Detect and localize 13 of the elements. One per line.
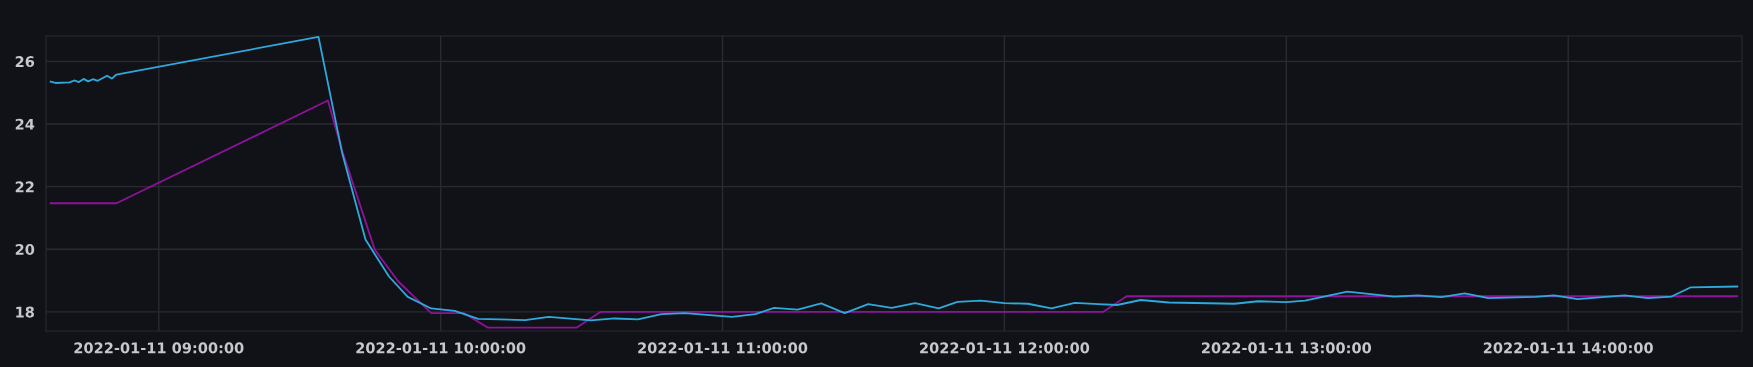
- y-tick-label: 24: [15, 118, 35, 130]
- x-tick-label: 2022-01-11 12:00:00: [920, 342, 1090, 354]
- line-series: [49, 99, 1739, 329]
- x-tick-label: 2022-01-11 10:00:00: [356, 342, 526, 354]
- x-tick-label: 2022-01-11 14:00:00: [1483, 342, 1653, 354]
- y-tick-label: 22: [15, 181, 34, 193]
- y-tick-label: 20: [15, 243, 35, 256]
- x-tick-label: 2022-01-11 09:00:00: [74, 342, 244, 354]
- x-tick-label: 2022-01-11 13:00:00: [1201, 342, 1372, 354]
- line-series: [49, 36, 1739, 322]
- y-tick-label: 26: [15, 56, 35, 68]
- y-tick-label: 18: [16, 306, 34, 318]
- x-tick-label: 2022-01-11 11:00:00: [638, 342, 808, 354]
